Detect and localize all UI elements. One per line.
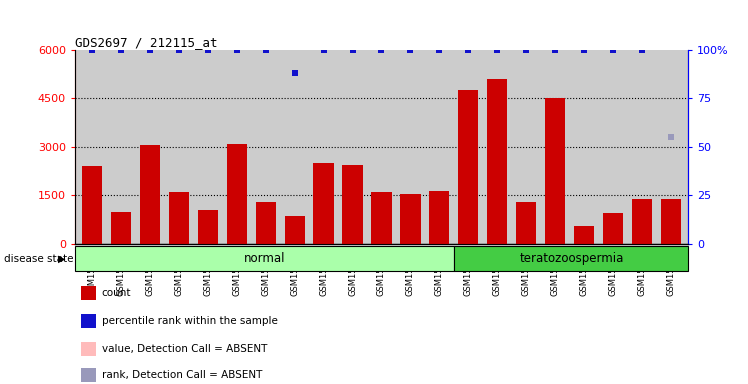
Bar [545,98,565,244]
Bar [429,190,450,244]
Text: percentile rank within the sample: percentile rank within the sample [102,316,278,326]
Text: disease state: disease state [4,254,73,264]
Bar [169,192,189,244]
Bar [371,192,392,244]
Bar [81,286,96,300]
Text: value, Detection Call = ABSENT: value, Detection Call = ABSENT [102,344,267,354]
Bar [487,79,507,244]
Bar [140,145,160,244]
Bar [197,210,218,244]
Bar [458,90,479,244]
Bar [516,202,536,244]
Bar [400,194,420,244]
Bar [343,165,363,244]
Bar [632,199,652,244]
Bar [256,202,276,244]
Bar [313,163,334,244]
Text: rank, Detection Call = ABSENT: rank, Detection Call = ABSENT [102,370,262,380]
Bar [82,166,102,244]
Text: teratozoospermia: teratozoospermia [519,252,624,265]
Bar [227,144,247,244]
Text: normal: normal [244,252,286,265]
Bar [81,368,96,382]
Bar [81,342,96,356]
Text: GDS2697 / 212115_at: GDS2697 / 212115_at [75,36,218,49]
Bar [574,226,594,244]
Bar [660,199,681,244]
Bar [603,213,623,244]
Text: ▶: ▶ [58,254,66,264]
Text: count: count [102,288,132,298]
Bar [111,212,131,244]
Bar [455,246,688,271]
Bar [81,314,96,328]
Bar [284,216,305,244]
Bar [75,246,455,271]
